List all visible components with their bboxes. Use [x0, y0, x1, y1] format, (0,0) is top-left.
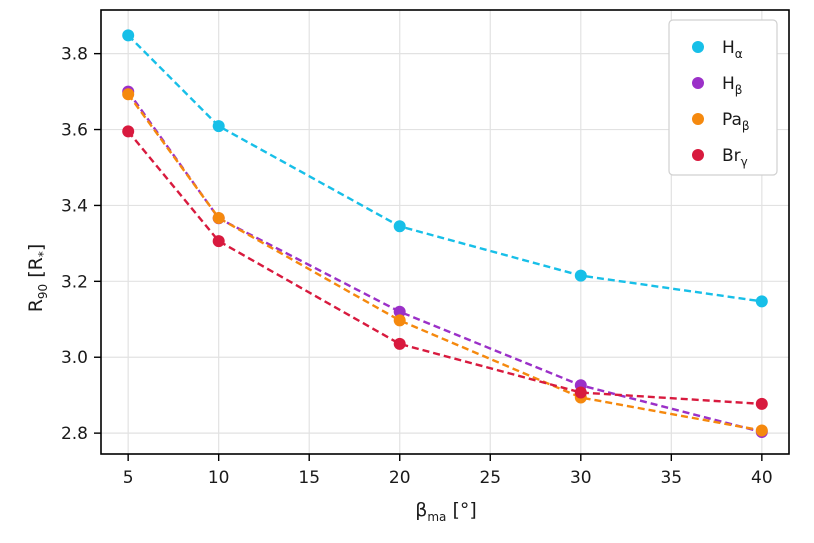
- legend-marker-2: [692, 113, 704, 125]
- y-tick-label: 3.2: [61, 272, 88, 292]
- series-line-1: [127, 90, 763, 434]
- y-tick-label: 3.4: [61, 196, 88, 216]
- series-points: [122, 29, 768, 438]
- data-point-2-4: [755, 424, 768, 437]
- data-point-3-3: [574, 386, 587, 399]
- x-tick-label: 35: [660, 468, 682, 488]
- data-point-2-0: [122, 88, 135, 101]
- y-tick-label: 3.6: [61, 121, 88, 141]
- legend-marker-1: [692, 77, 704, 89]
- series-line-0: [127, 34, 762, 303]
- legend: Hα Hβ Paβ Brγ: [668, 19, 778, 176]
- data-point-3-0: [122, 125, 135, 138]
- data-point-3-2: [393, 337, 406, 350]
- y-tick-label: 3.8: [61, 45, 88, 65]
- x-axis-label: βma [°]: [415, 499, 477, 524]
- legend-label-0: Hα: [722, 38, 743, 61]
- data-point-0-3: [574, 269, 587, 282]
- y-tick-label: 2.8: [61, 424, 88, 444]
- legend-box: [668, 19, 778, 176]
- legend-marker-0: [692, 41, 704, 53]
- data-point-0-0: [122, 29, 135, 42]
- legend-label-2: Paβ: [722, 110, 750, 133]
- series-line-2: [127, 93, 763, 432]
- y-tick-label: 3.0: [61, 348, 88, 368]
- data-point-2-2: [393, 314, 406, 327]
- y-axis-label: R90 [R*]: [25, 244, 50, 313]
- legend-marker-3: [692, 149, 704, 161]
- data-point-2-1: [212, 212, 225, 224]
- x-axis-ticks: 5 10 15 20 25 30 35 40: [123, 454, 773, 488]
- x-tick-label: 40: [751, 468, 773, 488]
- data-point-1-2: [393, 305, 406, 318]
- data-point-0-4: [755, 295, 768, 308]
- x-tick-label: 10: [208, 468, 230, 488]
- data-point-0-1: [212, 120, 225, 133]
- x-tick-label: 20: [389, 468, 411, 488]
- x-tick-label: 30: [570, 468, 592, 488]
- legend-label-1: Hβ: [722, 74, 742, 97]
- legend-label-3: Brγ: [722, 146, 748, 169]
- plot-frame: [100, 9, 790, 455]
- series-lines: [127, 34, 763, 434]
- data-point-3-1: [212, 235, 225, 248]
- series-line-3: [127, 130, 762, 406]
- y-axis-ticks: 2.8 3.0 3.2 3.4 3.6 3.8: [61, 45, 101, 444]
- data-point-3-4: [755, 397, 768, 410]
- x-tick-label: 5: [123, 468, 134, 488]
- x-tick-label: 15: [298, 468, 320, 488]
- x-tick-label: 25: [479, 468, 501, 488]
- data-point-0-2: [393, 220, 406, 233]
